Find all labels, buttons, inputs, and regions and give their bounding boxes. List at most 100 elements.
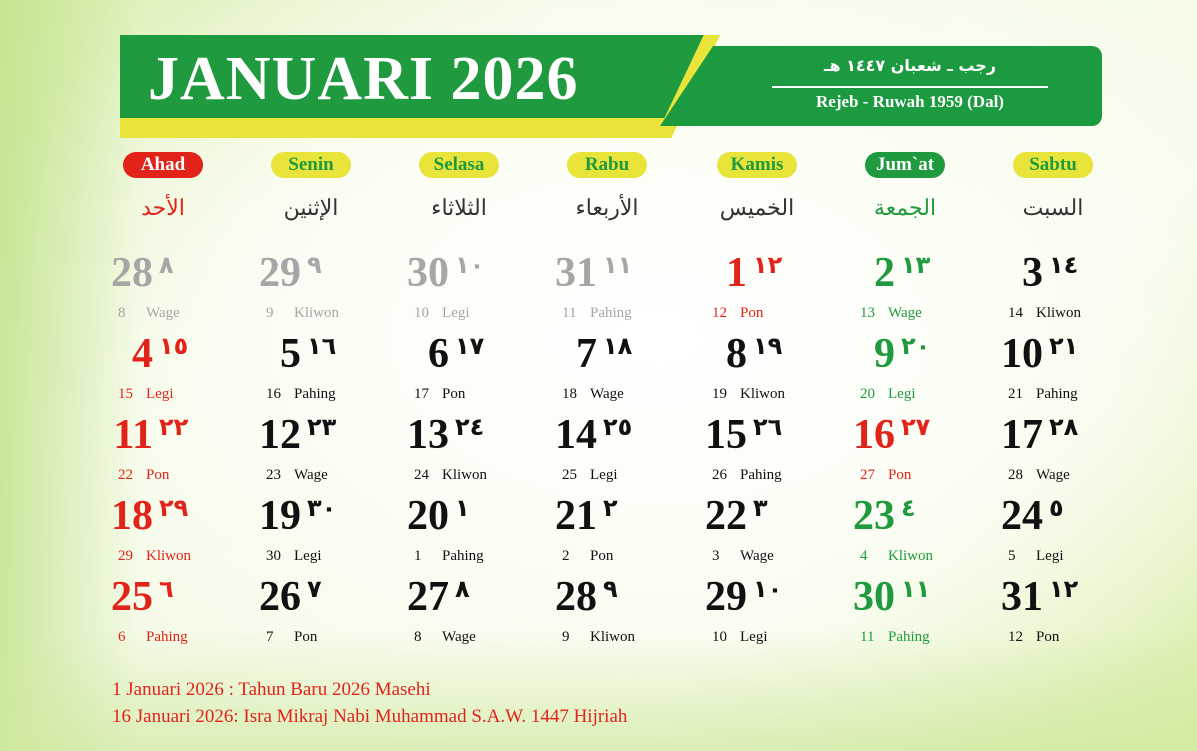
pasaran-name: Wage — [294, 467, 328, 483]
pasaran-name: Wage — [888, 305, 922, 321]
gregorian-date: 24 — [1001, 493, 1043, 539]
holiday-note: 16 Januari 2026: Isra Mikraj Nabi Muhamm… — [112, 706, 628, 727]
background-decoration — [0, 631, 1197, 751]
hijri-date-number: 15 — [118, 386, 133, 402]
pasaran-label: 17 Pon — [414, 386, 465, 403]
pasaran-label: 14 Kliwon — [1008, 305, 1081, 322]
hijri-date-number: 17 — [414, 386, 429, 402]
hijri-date-number: 27 — [860, 467, 875, 483]
gregorian-date: 27 — [407, 574, 449, 620]
hijri-date-arabic: ٨ — [159, 251, 174, 279]
pasaran-name: Pon — [146, 467, 170, 483]
pasaran-name: Wage — [442, 629, 476, 645]
hijri-date-number: 30 — [266, 548, 281, 564]
hijri-date-number: 11 — [860, 629, 875, 645]
pasaran-name: Wage — [146, 305, 180, 321]
hijri-date-number: 19 — [712, 386, 727, 402]
hijri-date-arabic: ٢٣ — [307, 413, 337, 441]
hijri-date-number: 5 — [1008, 548, 1016, 564]
gregorian-date: 14 — [555, 412, 597, 458]
pasaran-label: 23 Wage — [266, 467, 328, 484]
pasaran-name: Pahing — [294, 386, 336, 402]
pasaran-name: Pon — [442, 386, 466, 402]
hijri-date-arabic: ١ — [455, 494, 470, 522]
pasaran-label: 26 Pahing — [712, 467, 782, 484]
pasaran-label: 1 Pahing — [414, 548, 484, 565]
hijri-date-number: 25 — [562, 467, 577, 483]
pasaran-name: Pahing — [442, 548, 484, 564]
hijri-date-number: 12 — [1008, 629, 1023, 645]
hijri-date-arabic: ٧ — [307, 575, 322, 603]
hijri-date-number: 28 — [1008, 467, 1023, 483]
day-arabic-name: السبت — [1022, 196, 1084, 221]
hijri-date-number: 10 — [712, 629, 727, 645]
hijri-date-number: 11 — [562, 305, 577, 321]
hijri-date-arabic: ٩ — [307, 251, 322, 279]
pasaran-label: 3 Wage — [712, 548, 774, 565]
hijri-date-number: 26 — [712, 467, 727, 483]
pasaran-label: 12 Pon — [1008, 629, 1059, 646]
hijri-date-number: 3 — [712, 548, 720, 564]
hijri-months: رجب ـ شعبان ١٤٤٧ هـ — [823, 56, 997, 75]
pasaran-label: 8 Wage — [118, 305, 180, 322]
hijri-date-number: 12 — [712, 305, 727, 321]
pasaran-label: 21 Pahing — [1008, 386, 1078, 403]
pasaran-label: 11 Pahing — [562, 305, 632, 322]
hijri-date-number: 14 — [1008, 305, 1023, 321]
pasaran-name: Legi — [294, 548, 322, 564]
pasaran-label: 12 Pon — [712, 305, 763, 322]
hijri-date-arabic: ٢١ — [1049, 332, 1079, 360]
pasaran-label: 15 Legi — [118, 386, 174, 403]
day-header-ahad: Ahad — [123, 152, 203, 178]
pasaran-name: Legi — [146, 386, 174, 402]
hijri-date-number: 8 — [118, 305, 126, 321]
pasaran-name: Pahing — [888, 629, 930, 645]
pasaran-label: 19 Kliwon — [712, 386, 785, 403]
pasaran-name: Pahing — [1036, 386, 1078, 402]
gregorian-date: 10 — [1001, 331, 1043, 377]
gregorian-date: 2 — [874, 250, 895, 296]
pasaran-label: 13 Wage — [860, 305, 922, 322]
day-arabic-name: الأحد — [141, 196, 185, 221]
pasaran-name: Wage — [1036, 467, 1070, 483]
gregorian-date: 15 — [705, 412, 747, 458]
pasaran-label: 9 Kliwon — [266, 305, 339, 322]
hijri-date-number: 2 — [562, 548, 570, 564]
gregorian-date: 16 — [853, 412, 895, 458]
hijri-date-number: 9 — [562, 629, 570, 645]
gregorian-date: 17 — [1001, 412, 1043, 458]
hijri-date-number: 7 — [266, 629, 274, 645]
pasaran-label: 29 Kliwon — [118, 548, 191, 565]
hijri-date-arabic: ٩ — [603, 575, 618, 603]
hijri-date-arabic: ٢٩ — [159, 494, 189, 522]
pasaran-name: Wage — [590, 386, 624, 402]
gregorian-date: 28 — [111, 250, 153, 296]
hijri-date-arabic: ٢ — [603, 494, 618, 522]
hijri-date-arabic: ٣٠ — [307, 494, 337, 522]
hijri-date-arabic: ١٠ — [455, 251, 485, 279]
pasaran-label: 2 Pon — [562, 548, 613, 565]
pasaran-name: Kliwon — [442, 467, 487, 483]
hijri-date-arabic: ١٦ — [307, 332, 337, 360]
day-header-kamis: Kamis — [717, 152, 797, 178]
gregorian-date: 19 — [259, 493, 301, 539]
hijri-date-number: 8 — [414, 629, 422, 645]
gregorian-date: 3 — [1022, 250, 1043, 296]
day-header-rabu: Rabu — [567, 152, 647, 178]
gregorian-date: 31 — [555, 250, 597, 296]
javanese-months: Rejeb - Ruwah 1959 (Dal) — [816, 92, 1004, 111]
gregorian-date: 31 — [1001, 574, 1043, 620]
hijri-date-number: 6 — [118, 629, 126, 645]
pasaran-label: 20 Legi — [860, 386, 916, 403]
hijri-date-number: 10 — [414, 305, 429, 321]
day-header-sabtu: Sabtu — [1013, 152, 1093, 178]
day-arabic-name: الثلاثاء — [431, 196, 487, 221]
hijri-date-arabic: ٢٧ — [901, 413, 931, 441]
gregorian-date: 28 — [555, 574, 597, 620]
hijri-date-number: 16 — [266, 386, 281, 402]
hijri-date-arabic: ١٧ — [455, 332, 485, 360]
pasaran-name: Kliwon — [888, 548, 933, 564]
hijri-date-arabic: ١٩ — [753, 332, 783, 360]
hijri-date-number: 23 — [266, 467, 281, 483]
day-header-selasa: Selasa — [419, 152, 499, 178]
